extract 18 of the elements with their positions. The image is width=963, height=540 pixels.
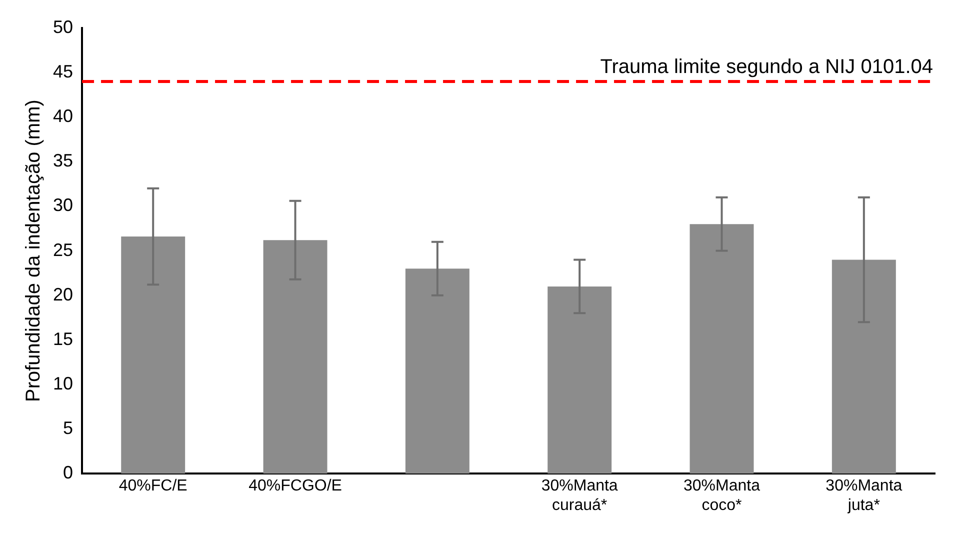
y-tick-label: 50 <box>52 16 74 37</box>
y-axis-title: Profundidade da indentação (mm) <box>22 100 45 402</box>
y-tick-label: 45 <box>52 62 74 82</box>
y-tick-label: 40 <box>52 106 74 126</box>
x-tick-label: 30%Manta curauá* <box>541 478 618 514</box>
y-tick-label: 30 <box>52 195 74 216</box>
x-tick-label: 40%FC/E <box>118 478 188 495</box>
x-tick-label: 30%Manta coco* <box>684 478 760 514</box>
x-tick-label: 30%Manta juta* <box>826 478 902 514</box>
y-tick-label: 20 <box>52 284 74 304</box>
y-tick-label: 10 <box>52 373 74 394</box>
x-tick-label: 40%FCGO/E <box>248 478 342 495</box>
y-tick-label: 35 <box>52 150 74 171</box>
y-tick-label: 15 <box>52 328 74 349</box>
y-tick-label: 25 <box>52 240 74 260</box>
ref-line-label: Trauma limite segundo a NIJ 0101.04 <box>600 56 933 78</box>
y-tick-label: 0 <box>63 462 74 483</box>
y-tick-label: 5 <box>63 418 74 438</box>
